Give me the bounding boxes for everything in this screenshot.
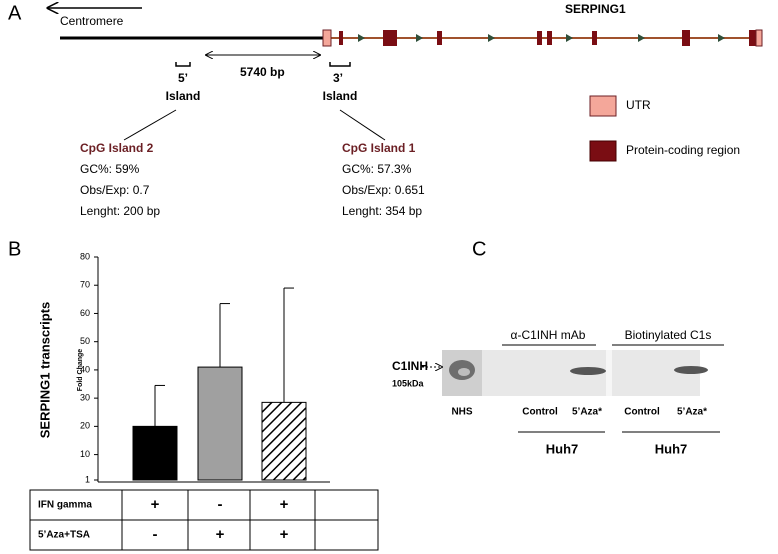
panel-label: B xyxy=(8,238,21,260)
column-header: Biotinylated C1s xyxy=(625,328,712,342)
connector xyxy=(123,109,177,141)
cell: + xyxy=(280,526,289,543)
cell-label: Huh7 xyxy=(655,441,688,456)
lane-label: NHS xyxy=(451,407,472,418)
gene-title: SERPING1 xyxy=(565,2,626,16)
row-label: 5’Aza+TSA xyxy=(38,530,90,541)
cpg-info: Lenght: 200 bp xyxy=(80,204,160,218)
y-tick-label: 60 xyxy=(80,308,90,318)
lane-label: Control xyxy=(624,407,660,418)
legend-label: UTR xyxy=(626,98,651,112)
y-axis-label: SERPING1 transcripts xyxy=(37,302,52,439)
lane-label: Control xyxy=(522,407,558,418)
cell: + xyxy=(280,496,289,513)
island-label: 3’ xyxy=(333,71,343,85)
panel-label: A xyxy=(8,2,22,24)
y-tick-label: 1 xyxy=(85,474,90,484)
island-brackets xyxy=(175,62,351,67)
lane-label: 5’Aza* xyxy=(572,407,602,418)
cell: + xyxy=(216,526,225,543)
row-label: IFN gamma xyxy=(38,500,92,511)
connector xyxy=(339,109,386,141)
y-tick-label: 80 xyxy=(80,251,90,261)
legend-swatch xyxy=(589,95,617,117)
y-axis-sublabel: Fold Change xyxy=(77,349,84,391)
cpg-info: Obs/Exp: 0.651 xyxy=(342,183,425,197)
y-tick-label: 10 xyxy=(80,449,90,459)
lane-label: 5’Aza* xyxy=(677,407,707,418)
cpg-title: CpG Island 2 xyxy=(80,141,154,155)
y-tick-label: 50 xyxy=(80,336,90,346)
bar xyxy=(197,366,243,481)
cpg-info: GC%: 57.3% xyxy=(342,162,412,176)
cpg-info: GC%: 59% xyxy=(80,162,140,176)
island-label: Island xyxy=(166,89,201,103)
cell: - xyxy=(218,496,223,513)
size-label: 105kDa xyxy=(392,378,425,388)
cpg-info: Lenght: 354 bp xyxy=(342,204,422,218)
gene-diagram xyxy=(60,29,763,47)
panel-label: C xyxy=(472,238,486,260)
y-tick-label: 40 xyxy=(80,364,90,374)
legend-swatch xyxy=(589,140,617,162)
distance-label: 5740 bp xyxy=(240,65,285,79)
bar xyxy=(261,401,307,481)
cpg-title: CpG Island 1 xyxy=(342,141,416,155)
band-label: C1INH xyxy=(392,359,428,373)
cpg-info: Obs/Exp: 0.7 xyxy=(80,183,150,197)
cell-label: Huh7 xyxy=(546,441,579,456)
island-label: 5’ xyxy=(178,71,188,85)
island-label: Island xyxy=(323,89,358,103)
cell: + xyxy=(151,496,160,513)
y-tick-label: 70 xyxy=(80,280,90,290)
bar xyxy=(132,425,178,481)
column-header: α-C1INH mAb xyxy=(511,328,586,342)
legend-label: Protein-coding region xyxy=(626,143,740,157)
y-tick-label: 20 xyxy=(80,421,90,431)
y-tick-label: 30 xyxy=(80,393,90,403)
blot-image xyxy=(442,350,708,396)
treatment-table xyxy=(29,489,379,551)
centromere-label: Centromere xyxy=(60,14,124,28)
cell: - xyxy=(153,526,158,543)
